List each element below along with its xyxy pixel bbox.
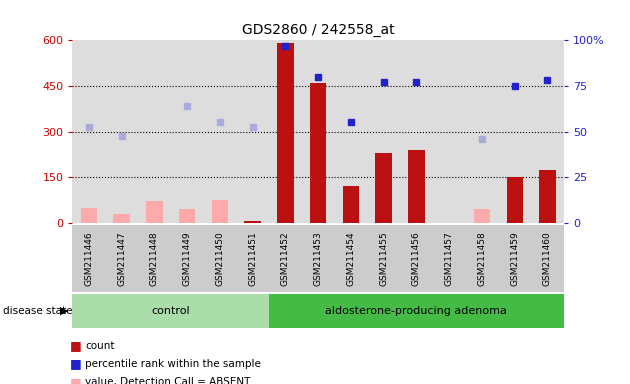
Bar bbox=[277, 43, 294, 223]
Text: GSM211458: GSM211458 bbox=[478, 231, 486, 286]
Bar bbox=[179, 209, 195, 223]
Text: GSM211454: GSM211454 bbox=[346, 231, 355, 286]
Bar bbox=[474, 209, 490, 223]
Text: GSM211460: GSM211460 bbox=[543, 231, 552, 286]
Text: ■: ■ bbox=[70, 339, 81, 352]
Bar bbox=[310, 83, 326, 223]
Text: GSM211449: GSM211449 bbox=[183, 231, 192, 286]
Bar bbox=[81, 207, 97, 223]
Bar bbox=[146, 202, 163, 223]
Bar bbox=[244, 221, 261, 223]
Text: value, Detection Call = ABSENT: value, Detection Call = ABSENT bbox=[85, 377, 251, 384]
Text: control: control bbox=[151, 306, 190, 316]
Text: GSM211456: GSM211456 bbox=[412, 231, 421, 286]
Title: GDS2860 / 242558_at: GDS2860 / 242558_at bbox=[242, 23, 394, 36]
Text: GSM211457: GSM211457 bbox=[445, 231, 454, 286]
Text: percentile rank within the sample: percentile rank within the sample bbox=[85, 359, 261, 369]
Bar bbox=[408, 150, 425, 223]
Bar bbox=[212, 200, 228, 223]
Text: aldosterone-producing adenoma: aldosterone-producing adenoma bbox=[326, 306, 507, 316]
Bar bbox=[375, 153, 392, 223]
Text: ■: ■ bbox=[70, 376, 81, 384]
Bar bbox=[507, 177, 523, 223]
Text: GSM211451: GSM211451 bbox=[248, 231, 257, 286]
Text: GSM211450: GSM211450 bbox=[215, 231, 224, 286]
Text: GSM211447: GSM211447 bbox=[117, 231, 126, 286]
Bar bbox=[539, 169, 556, 223]
Text: GSM211448: GSM211448 bbox=[150, 231, 159, 286]
Text: GSM211453: GSM211453 bbox=[314, 231, 323, 286]
Text: GSM211446: GSM211446 bbox=[84, 231, 93, 286]
Text: GSM211455: GSM211455 bbox=[379, 231, 388, 286]
Bar bbox=[408, 214, 425, 223]
Text: GSM211452: GSM211452 bbox=[281, 231, 290, 286]
Text: ■: ■ bbox=[70, 358, 81, 371]
Text: disease state: disease state bbox=[3, 306, 72, 316]
Bar bbox=[269, 294, 564, 328]
Text: ▶: ▶ bbox=[60, 306, 68, 316]
Bar bbox=[343, 186, 359, 223]
Bar bbox=[72, 294, 269, 328]
Text: count: count bbox=[85, 341, 115, 351]
Bar bbox=[113, 214, 130, 223]
Text: GSM211459: GSM211459 bbox=[510, 231, 519, 286]
